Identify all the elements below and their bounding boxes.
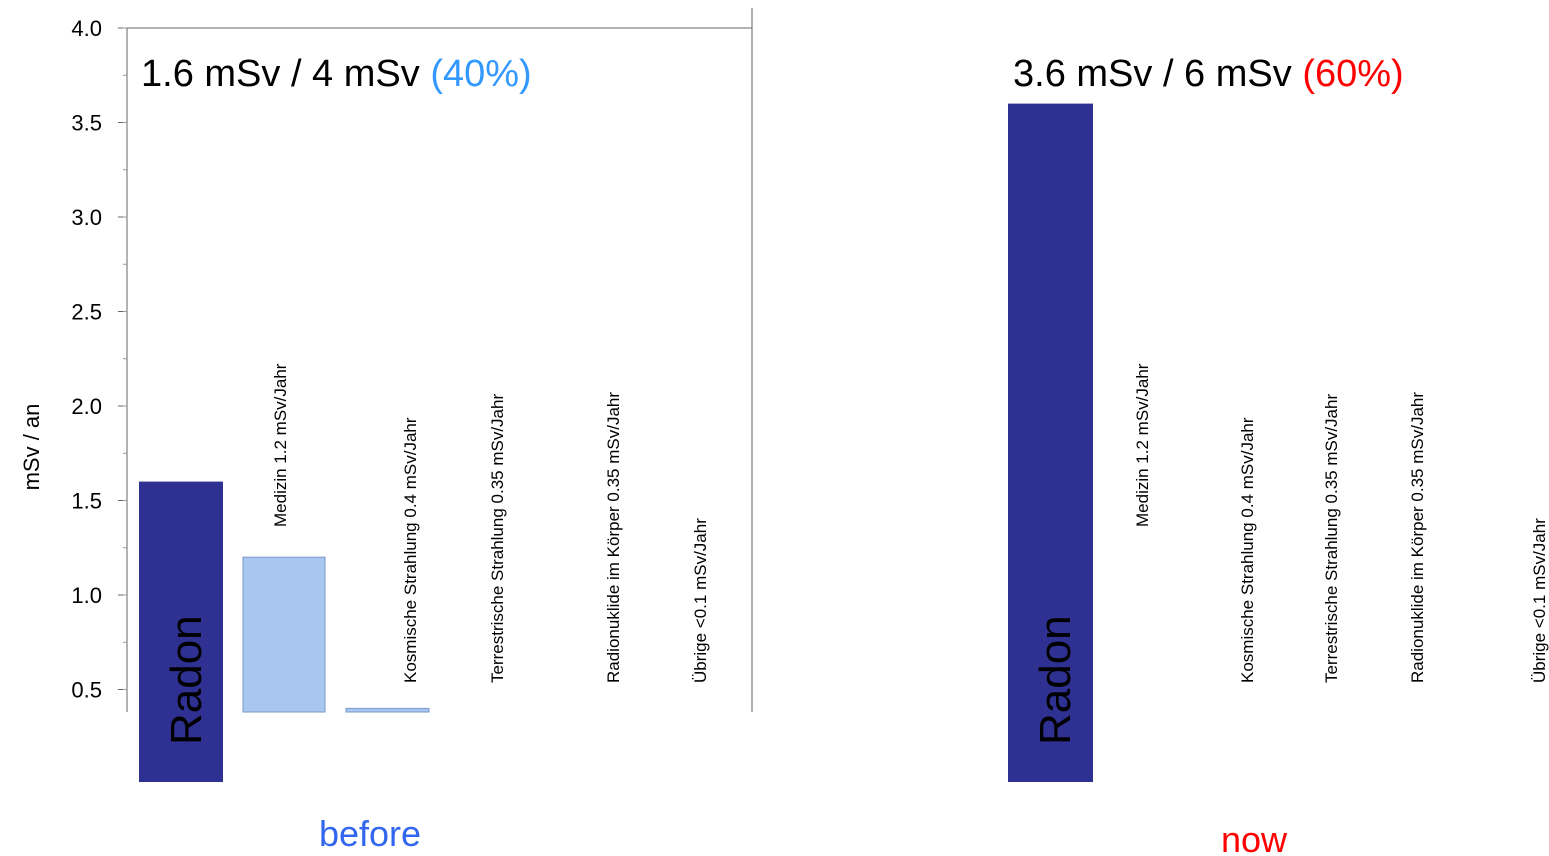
before-caption: before	[319, 813, 421, 854]
now-radon-bar	[1008, 103, 1093, 783]
now-headline: 3.6 mSv / 6 mSv (60%)	[1013, 53, 1404, 95]
before-headline: 1.6 mSv / 4 mSv (40%)	[141, 53, 532, 95]
before-label-uebrige: Übrige <0.1 mSv/Jahr	[691, 518, 710, 683]
before-label-terrestrische: Terrestrische Strahlung 0.35 mSv/Jahr	[488, 394, 507, 683]
now-chart: Radon Medizin 1.2 mSv/Jahr Kosmische Str…	[1008, 53, 1549, 856]
now-label-radionuklide: Radionuklide im Körper 0.35 mSv/Jahr	[1408, 392, 1427, 683]
now-label-kosmische: Kosmische Strahlung 0.4 mSv/Jahr	[1238, 417, 1257, 683]
now-headline-text: 3.6 mSv / 6 mSv	[1013, 53, 1302, 95]
before-label-kosmische: Kosmische Strahlung 0.4 mSv/Jahr	[401, 417, 420, 683]
before-radon-label: Radon	[162, 615, 211, 745]
y-axis-ticks: 4.0 3.5 3.0 2.5 2.0 1.5 1.0 0.5	[71, 16, 127, 703]
y-tick-label: 3.5	[71, 111, 102, 136]
now-label-uebrige: Übrige <0.1 mSv/Jahr	[1530, 518, 1549, 683]
before-kosmische-bar	[345, 707, 430, 713]
y-tick-label: 0.5	[71, 678, 102, 703]
y-axis-label: mSv / an	[19, 404, 44, 491]
y-tick-label: 2.0	[71, 394, 102, 419]
y-tick-label: 1.0	[71, 583, 102, 608]
before-headline-text: 1.6 mSv / 4 mSv	[141, 53, 430, 95]
now-radon-label: Radon	[1031, 615, 1080, 745]
before-label-medizin: Medizin 1.2 mSv/Jahr	[271, 363, 290, 527]
before-medizin-bar	[242, 556, 326, 713]
y-tick-label: 3.0	[71, 205, 102, 230]
y-tick-label: 1.5	[71, 489, 102, 514]
now-label-terrestrische: Terrestrische Strahlung 0.35 mSv/Jahr	[1322, 394, 1341, 683]
now-headline-pct: (60%)	[1302, 53, 1403, 95]
before-headline-pct: (40%)	[430, 53, 531, 95]
before-chart: 4.03.53.02.52.01.51.00.5 mSv / an Radon …	[19, 8, 753, 854]
y-tick-label: 4.0	[71, 16, 102, 41]
now-caption: now	[1221, 819, 1288, 856]
before-label-radionuklide: Radionuklide im Körper 0.35 mSv/Jahr	[604, 392, 623, 683]
before-radon-bar	[139, 481, 223, 782]
y-tick-label: 2.5	[71, 300, 102, 325]
now-label-medizin: Medizin 1.2 mSv/Jahr	[1133, 363, 1152, 527]
